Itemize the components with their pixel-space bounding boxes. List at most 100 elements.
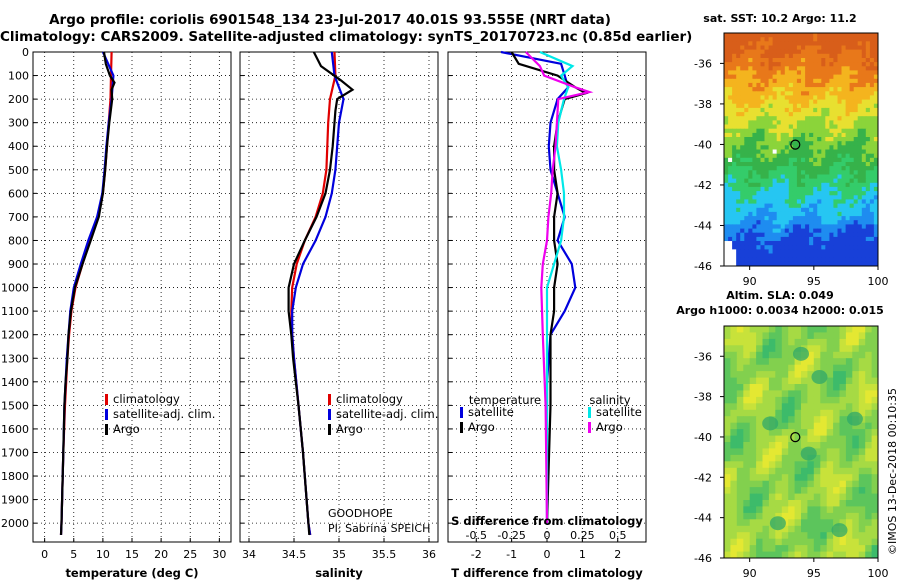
sst-cell — [805, 182, 810, 188]
sal-legend-swatch — [328, 424, 331, 435]
sst-cell — [788, 232, 794, 238]
sst-cell — [748, 149, 753, 155]
sla-cell — [768, 358, 776, 366]
sst-cell — [809, 124, 814, 130]
sst-cell — [801, 228, 806, 234]
sla-eddy — [800, 446, 817, 461]
sst-cell — [792, 257, 798, 263]
sst-cell — [776, 128, 782, 134]
sst-cell — [732, 166, 737, 171]
sst-cell — [869, 37, 875, 42]
sst-cell — [837, 162, 843, 167]
sst-cell — [744, 186, 749, 192]
sla-cell — [756, 364, 763, 372]
sst-cell — [809, 116, 814, 121]
sst-cell — [829, 220, 834, 225]
sst-cell — [764, 178, 770, 184]
sst-cell — [788, 99, 794, 105]
sla-cell — [858, 390, 866, 398]
sla-cell — [762, 500, 770, 507]
sst-cell — [732, 58, 737, 63]
sst-cell — [809, 153, 814, 159]
sst-cell — [752, 257, 757, 263]
sst-cell — [728, 174, 733, 180]
sla-eddy — [769, 516, 786, 531]
sla-cell — [865, 551, 873, 559]
sal-legend-swatch — [328, 409, 331, 420]
sst-cell — [772, 141, 778, 146]
sla-cell — [801, 512, 808, 520]
sla-cell — [781, 390, 789, 398]
sst-cell — [813, 107, 818, 113]
sla-cell — [865, 448, 873, 456]
sst-cell — [845, 87, 851, 92]
sst-cell — [768, 116, 774, 121]
sla-cell — [724, 416, 731, 424]
sst-cell — [833, 95, 838, 101]
sst-cell — [801, 103, 806, 109]
sst-cell — [764, 199, 770, 205]
sst-cell — [764, 216, 770, 221]
sst-cell — [805, 62, 810, 67]
sst-cell — [809, 112, 814, 117]
sla-cell — [807, 377, 815, 385]
sst-cell — [796, 157, 802, 163]
sst-cell — [801, 216, 806, 221]
sst-cell — [772, 74, 778, 80]
sst-cell — [825, 228, 830, 234]
sla-cell — [794, 403, 802, 411]
sst-cell — [756, 37, 761, 42]
sst-cell — [732, 170, 737, 175]
sla-cell — [775, 351, 783, 359]
sst-cell — [841, 53, 847, 59]
sst-cell — [865, 66, 871, 71]
sla-cell — [826, 480, 834, 488]
sla-cell — [781, 377, 789, 385]
sst-cell — [756, 112, 761, 117]
sst-cell — [853, 45, 859, 51]
sst-cell — [805, 82, 810, 88]
sst-cell — [744, 195, 749, 200]
sst-cell — [809, 132, 814, 138]
sst-cell — [744, 82, 749, 88]
sla-cell — [736, 396, 744, 404]
sla-cell — [775, 487, 783, 494]
sla-cell — [794, 448, 802, 456]
sst-cell — [857, 91, 863, 96]
sst-cell — [784, 37, 790, 42]
sst-cell — [732, 87, 737, 92]
sst-cell — [792, 116, 798, 121]
sla-cell — [845, 422, 853, 430]
sla-cell — [730, 396, 738, 404]
sla-cell — [871, 454, 879, 462]
sst-cell — [857, 99, 863, 105]
sla-cell — [775, 467, 783, 475]
sst-cell — [869, 257, 875, 263]
sst-cell — [817, 186, 822, 192]
sla-cell — [839, 448, 847, 456]
sst-cell — [857, 70, 863, 76]
x-axis-label: temperature (deg C) — [65, 566, 198, 580]
sst-cell — [817, 245, 822, 250]
sst-cell — [805, 141, 810, 146]
sst-cell — [849, 195, 855, 200]
sst-cell — [849, 261, 855, 267]
sst-cell — [869, 82, 875, 88]
sla-cell — [762, 519, 770, 527]
sst-cell — [825, 82, 830, 88]
sst-cell — [788, 45, 794, 51]
sst-cell — [845, 53, 851, 59]
sla-cell — [749, 525, 757, 533]
sst-cell — [845, 70, 851, 76]
sst-cell — [756, 253, 761, 259]
sst-cell — [833, 128, 838, 134]
sla-cell — [871, 538, 879, 546]
sst-cell — [748, 203, 753, 209]
sst-cell — [728, 112, 733, 117]
sst-cell — [841, 91, 847, 96]
sst-cell — [780, 58, 786, 63]
sst-cell — [776, 182, 782, 188]
y-tick-label: 0 — [22, 46, 29, 59]
sst-cell — [756, 166, 761, 171]
sst-cell — [752, 78, 757, 84]
